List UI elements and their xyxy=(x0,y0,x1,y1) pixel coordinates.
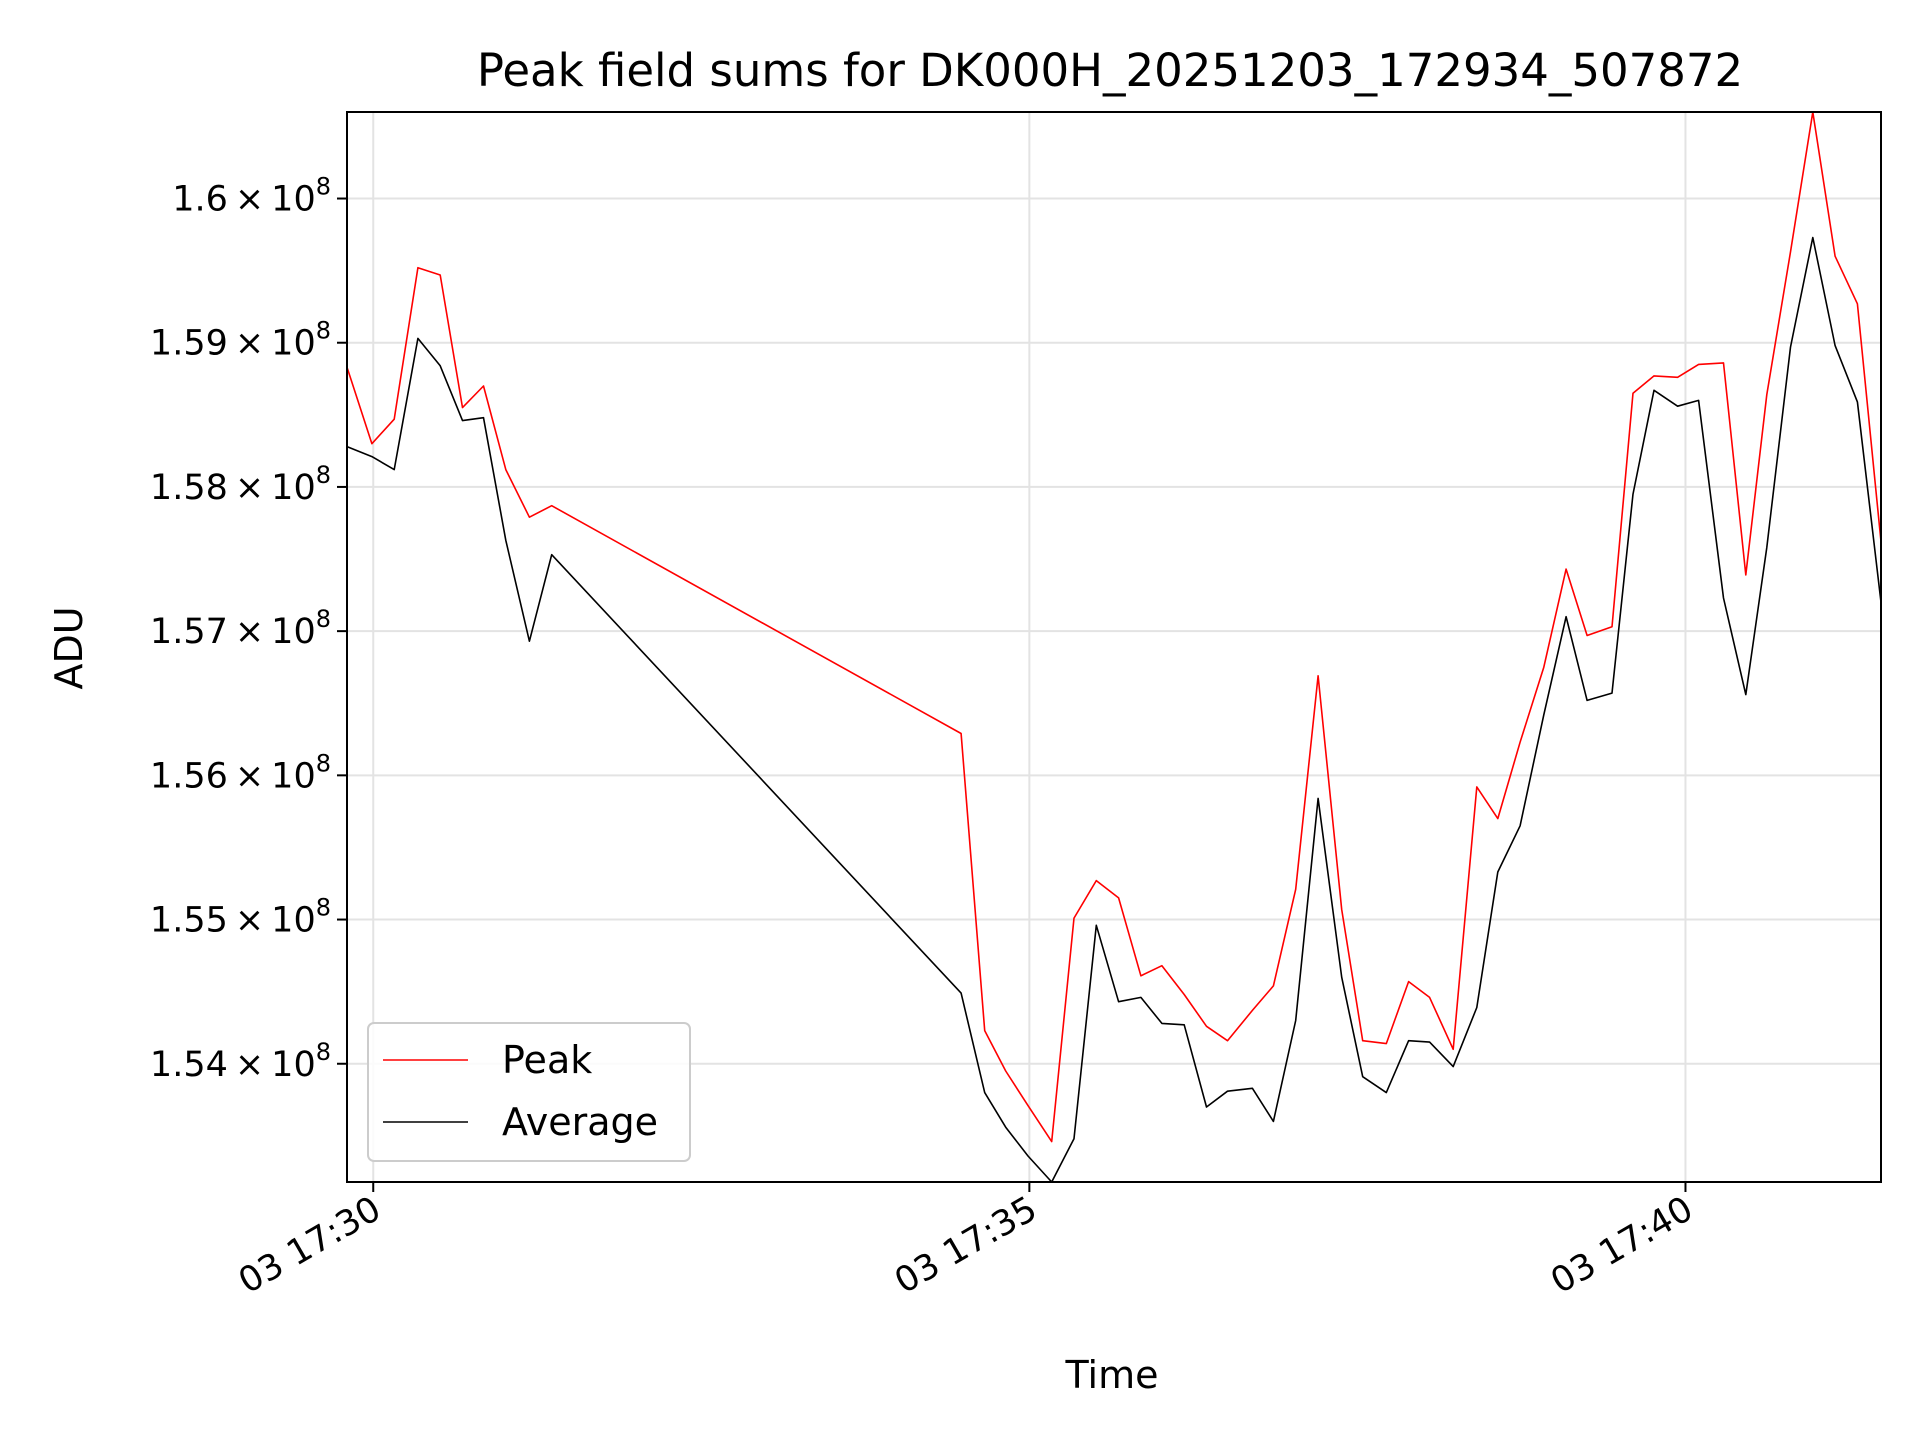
y-tick-base: 10 xyxy=(271,324,316,364)
y-tick-label: 1.59 × 108 xyxy=(150,317,331,364)
y-tick-label: 1.57 × 108 xyxy=(150,605,331,652)
y-tick-mantissa: 1.58 xyxy=(150,468,228,508)
y-tick-label: 1.54 × 108 xyxy=(150,1038,331,1085)
legend-label-peak: Peak xyxy=(502,1038,592,1082)
y-tick-exponent: 8 xyxy=(316,1038,331,1066)
y-tick-mantissa: 1.56 xyxy=(150,756,228,796)
grid xyxy=(347,112,1881,1182)
y-axis-title: ADU xyxy=(47,606,91,689)
y-tick-mantissa: 1.54 xyxy=(150,1045,228,1085)
series-line-peak xyxy=(346,111,1882,1143)
y-tick-exponent: 8 xyxy=(316,317,331,345)
legend: Peak Average xyxy=(367,1022,691,1162)
series-lines xyxy=(346,111,1882,1183)
y-tick-times: × xyxy=(228,324,271,364)
y-tick-times: × xyxy=(228,1045,271,1085)
series-line-average xyxy=(346,236,1882,1183)
y-tick-base: 10 xyxy=(271,180,316,220)
y-tick-exponent: 8 xyxy=(316,605,331,633)
y-tick-base: 10 xyxy=(271,468,316,508)
x-axis-title: Time xyxy=(1065,1353,1159,1397)
y-tick-base: 10 xyxy=(271,901,316,941)
y-tick-mantissa: 1.55 xyxy=(150,901,228,941)
legend-label-average: Average xyxy=(502,1100,658,1144)
y-tick-mantissa: 1.59 xyxy=(150,324,228,364)
y-tick-times: × xyxy=(228,756,271,796)
y-tick-base: 10 xyxy=(271,756,316,796)
y-tick-label: 1.55 × 108 xyxy=(150,894,331,941)
y-tick-exponent: 8 xyxy=(316,461,331,489)
chart-title: Peak field sums for DK000H_20251203_1729… xyxy=(477,44,1743,97)
y-tick-times: × xyxy=(228,612,271,652)
y-tick-base: 10 xyxy=(271,1045,316,1085)
y-tick-mantissa: 1.6 xyxy=(172,180,228,220)
y-tick-exponent: 8 xyxy=(316,173,331,201)
y-tick-base: 10 xyxy=(271,612,316,652)
y-tick-mantissa: 1.57 xyxy=(150,612,228,652)
legend-box xyxy=(367,1022,691,1162)
y-tick-label: 1.58 × 108 xyxy=(150,461,331,508)
y-tick-exponent: 8 xyxy=(316,894,331,922)
y-tick-label: 1.56 × 108 xyxy=(150,749,331,796)
y-tick-times: × xyxy=(228,468,271,508)
y-tick-label: 1.6 × 108 xyxy=(172,173,331,220)
y-tick-exponent: 8 xyxy=(316,749,331,777)
plot-frame xyxy=(346,111,1882,1183)
y-tick-times: × xyxy=(228,180,271,220)
y-tick-times: × xyxy=(228,901,271,941)
